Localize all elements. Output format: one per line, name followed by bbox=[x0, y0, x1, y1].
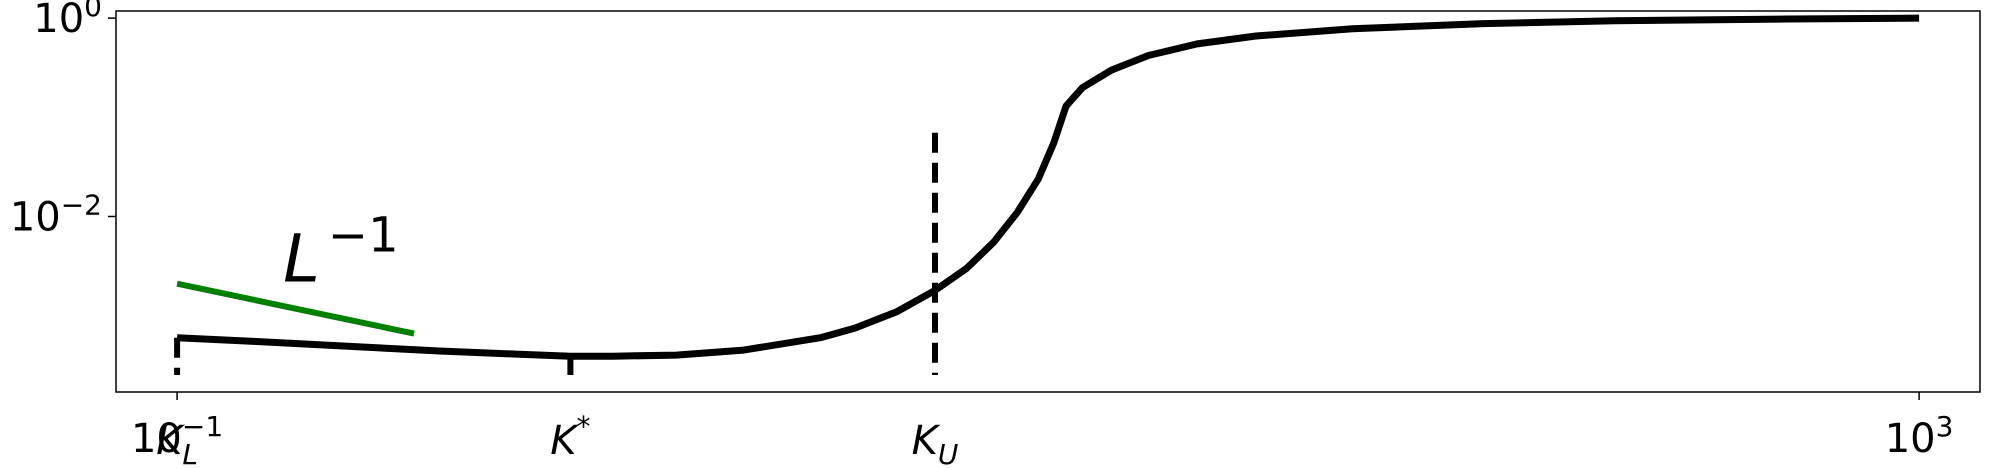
x-tick-label-1: 103 bbox=[1885, 410, 1954, 462]
marker-label-0: KL bbox=[156, 418, 198, 469]
marker-label-2: KU bbox=[912, 418, 959, 469]
marker-label-1: K* bbox=[550, 410, 590, 464]
y-tick-exponent: 0 bbox=[84, 0, 102, 23]
marker-label-base: K bbox=[156, 418, 185, 464]
series-line-0 bbox=[176, 14, 1920, 360]
marker-label-base: K bbox=[550, 418, 579, 464]
reference-slope-line bbox=[176, 280, 415, 337]
x-tick-label-0: 10−1 bbox=[131, 410, 223, 462]
series-layer bbox=[176, 14, 1920, 360]
reference-label: L −1 bbox=[283, 208, 399, 298]
y-tick-exponent: −2 bbox=[61, 188, 102, 221]
marker-label-subscript: L bbox=[182, 438, 198, 469]
x-tick-base: 10 bbox=[131, 416, 182, 462]
y-tick-base: 10 bbox=[33, 0, 84, 42]
reference-label-exponent: −1 bbox=[328, 208, 399, 264]
x-tick-exponent: 3 bbox=[1936, 410, 1954, 443]
marker-label-superscript: * bbox=[576, 410, 590, 443]
y-tick-label-1: 10−2 bbox=[10, 188, 102, 240]
marker-label-subscript: U bbox=[938, 438, 959, 469]
x-tick-exponent: −1 bbox=[182, 410, 223, 443]
plot-frame bbox=[115, 10, 1981, 393]
y-tick-label-0: 100 bbox=[33, 0, 102, 42]
reference-label-base: L bbox=[283, 221, 320, 298]
x-tick-base: 10 bbox=[1885, 416, 1936, 462]
reference-layer bbox=[176, 280, 415, 337]
marker-label-base: K bbox=[912, 418, 941, 464]
labels-layer: L −1KL K* KU bbox=[156, 208, 958, 469]
y-tick-base: 10 bbox=[10, 194, 61, 240]
